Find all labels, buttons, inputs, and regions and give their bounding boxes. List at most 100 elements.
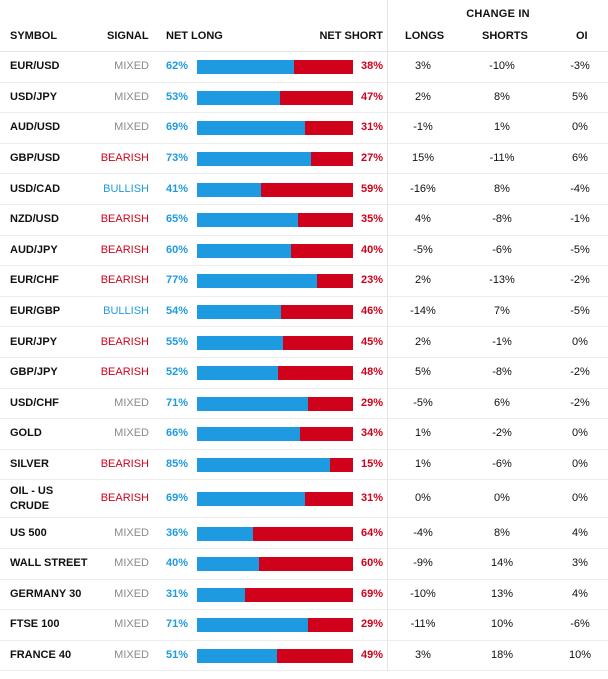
table-row[interactable]: AUD/JPY BEARISH 60% 40% -5% -6% -5% <box>0 235 608 267</box>
oi-change-cell: 4% <box>572 526 588 539</box>
oi-change-cell: 10% <box>568 649 592 662</box>
column-divider <box>387 358 388 389</box>
symbol-cell[interactable]: EUR/USD <box>10 60 60 73</box>
symbol-cell[interactable]: AUD/USD <box>10 121 61 134</box>
change-in-label: CHANGE IN <box>466 8 530 20</box>
symbol-cell[interactable]: EUR/JPY <box>10 335 58 348</box>
shorts-change-cell: -8% <box>492 213 512 226</box>
sentiment-bar <box>197 60 353 75</box>
symbol-cell[interactable]: GBP/USD <box>10 152 61 165</box>
symbol-cell[interactable]: GERMANY 30 <box>10 587 82 600</box>
sentiment-bar <box>197 649 353 664</box>
symbol-cell[interactable]: NZD/USD <box>10 213 59 226</box>
table-row[interactable]: US 500 MIXED 36% 64% -4% 8% 4% <box>0 518 608 549</box>
shorts-change-cell: 14% <box>490 557 514 570</box>
table-row[interactable]: EUR/CHF BEARISH 77% 23% 2% -13% -2% <box>0 266 608 297</box>
symbol-cell[interactable]: FRANCE 40 <box>10 649 72 662</box>
oi-change-cell: -2% <box>570 274 590 287</box>
shorts-change-cell: 18% <box>490 649 514 662</box>
table-row[interactable]: GBP/JPY BEARISH 52% 48% 5% -8% -2% <box>0 358 608 389</box>
net-long-column-header[interactable]: NET LONG <box>166 30 223 42</box>
table-row[interactable]: USD/CHF MIXED 71% 29% -5% 6% -2% <box>0 388 608 420</box>
net-short-value: 60% <box>360 557 383 570</box>
table-row[interactable]: GOLD MIXED 66% 34% 1% -2% 0% <box>0 419 608 450</box>
table-row[interactable]: WALL STREET MIXED 40% 60% -9% 14% 3% <box>0 549 608 580</box>
longs-change-cell: 4% <box>415 213 431 226</box>
shorts-change-cell: -8% <box>492 366 512 379</box>
column-divider <box>387 419 388 450</box>
symbol-cell[interactable]: FTSE 100 <box>10 618 60 631</box>
symbol-cell[interactable]: GBP/JPY <box>10 366 58 379</box>
symbol-column-header[interactable]: SYMBOL <box>10 30 58 42</box>
signal-cell: MIXED <box>114 557 149 570</box>
net-short-column-header[interactable]: NET SHORT <box>319 30 383 42</box>
net-long-value: 69% <box>166 492 189 505</box>
column-divider <box>387 266 388 297</box>
table-row[interactable]: USD/JPY MIXED 53% 47% 2% 8% 5% <box>0 82 608 114</box>
signal-column-header[interactable]: SIGNAL <box>107 30 149 42</box>
table-row[interactable]: FRANCE 40 MIXED 51% 49% 3% 18% 10% <box>0 640 608 672</box>
symbol-cell[interactable]: AUD/JPY <box>10 243 58 256</box>
table-row[interactable]: EUR/JPY BEARISH 55% 45% 2% -1% 0% <box>0 327 608 358</box>
oi-column-header[interactable]: OI <box>576 30 588 42</box>
table-row[interactable]: FTSE 100 MIXED 71% 29% -11% 10% -6% <box>0 610 608 641</box>
symbol-cell[interactable]: USD/JPY <box>10 90 58 103</box>
net-short-value: 23% <box>360 274 383 287</box>
column-divider <box>387 480 388 519</box>
net-long-fill <box>197 366 279 381</box>
symbol-cell[interactable]: EUR/GBP <box>10 305 61 318</box>
net-short-value: 31% <box>360 492 383 505</box>
symbol-cell[interactable]: WALL STREET <box>10 557 88 570</box>
net-long-fill <box>197 587 246 602</box>
column-divider <box>387 579 388 611</box>
symbol-cell[interactable]: OIL - US CRUDE <box>10 485 54 513</box>
table-header: SYMBOL SIGNAL NET LONG NET SHORT LONGS S… <box>0 22 608 52</box>
net-long-fill <box>197 121 305 136</box>
change-in-group-header: CHANGE IN <box>387 0 608 22</box>
oi-change-cell: -4% <box>570 182 590 195</box>
net-long-value: 36% <box>166 526 189 539</box>
oi-change-cell: 6% <box>572 152 588 165</box>
column-divider <box>387 518 388 549</box>
signal-cell: BULLISH <box>103 182 149 195</box>
symbol-cell[interactable]: GOLD <box>10 427 42 440</box>
longs-change-cell: -5% <box>413 396 433 409</box>
net-long-fill <box>197 526 254 541</box>
table-row[interactable]: AUD/USD MIXED 69% 31% -1% 1% 0% <box>0 113 608 144</box>
longs-change-cell: 2% <box>415 274 431 287</box>
net-short-value: 64% <box>360 526 383 539</box>
net-long-fill <box>197 492 305 507</box>
longs-column-header[interactable]: LONGS <box>405 30 445 42</box>
symbol-cell[interactable]: EUR/CHF <box>10 274 59 287</box>
symbol-cell[interactable]: USD/CAD <box>10 182 61 195</box>
symbol-cell[interactable]: SILVER <box>10 458 49 471</box>
sentiment-bar <box>197 182 353 197</box>
net-long-fill <box>197 90 280 105</box>
net-short-value: 27% <box>360 152 383 165</box>
column-divider <box>387 610 388 641</box>
table-row[interactable]: SILVER BEARISH 85% 15% 1% -6% 0% <box>0 449 608 481</box>
table-row[interactable]: USD/CAD BULLISH 41% 59% -16% 8% -4% <box>0 174 608 205</box>
net-long-fill <box>197 335 283 350</box>
signal-cell: BEARISH <box>100 274 149 287</box>
net-long-fill <box>197 618 308 633</box>
table-row[interactable]: OIL - US CRUDE BEARISH 69% 31% 0% 0% 0% <box>0 480 608 519</box>
net-long-fill <box>197 182 261 197</box>
oi-change-cell: 0% <box>572 458 588 471</box>
table-row[interactable]: GERMANY 30 MIXED 31% 69% -10% 13% 4% <box>0 579 608 611</box>
sentiment-bar <box>197 458 353 473</box>
signal-cell: BEARISH <box>100 243 149 256</box>
table-row[interactable]: EUR/GBP BULLISH 54% 46% -14% 7% -5% <box>0 296 608 328</box>
table-row[interactable]: NZD/USD BEARISH 65% 35% 4% -8% -1% <box>0 205 608 236</box>
oi-change-cell: 0% <box>572 427 588 440</box>
column-divider <box>387 327 388 358</box>
shorts-column-header[interactable]: SHORTS <box>482 30 528 42</box>
shorts-change-cell: 0% <box>494 492 510 505</box>
table-row[interactable]: GBP/USD BEARISH 73% 27% 15% -11% 6% <box>0 143 608 175</box>
symbol-cell[interactable]: US 500 <box>10 526 47 539</box>
table-row[interactable]: EUR/USD MIXED 62% 38% 3% -10% -3% <box>0 52 608 83</box>
signal-cell: MIXED <box>114 526 149 539</box>
longs-change-cell: -4% <box>413 526 433 539</box>
net-long-value: 73% <box>166 152 189 165</box>
symbol-cell[interactable]: USD/CHF <box>10 396 59 409</box>
